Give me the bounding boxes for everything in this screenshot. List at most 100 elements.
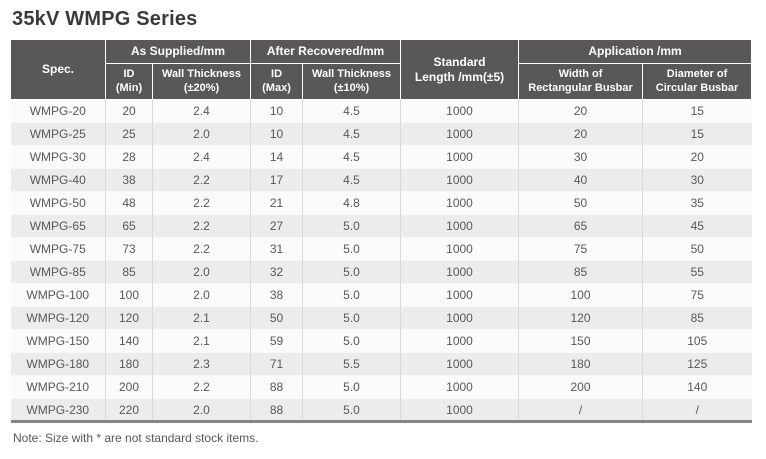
id-min-cell: 73 (105, 237, 153, 261)
header-id-min: ID (Min) (105, 63, 153, 100)
id-max-cell: 10 (250, 99, 304, 123)
id-max-cell: 32 (250, 260, 304, 284)
id-max-cell: 27 (250, 214, 304, 238)
diameter-circular-busbar-cell: 125 (642, 352, 752, 376)
spec-cell: WMPG-25 (10, 122, 106, 146)
diameter-circular-busbar-cell: 15 (642, 122, 752, 146)
standard-length-cell: 1000 (400, 191, 520, 215)
wall-thickness-10-cell: 4.8 (302, 191, 402, 215)
diameter-circular-busbar-cell: 20 (642, 145, 752, 169)
wall-thickness-20-cell: 2.2 (151, 375, 252, 399)
standard-length-cell: 1000 (400, 145, 520, 169)
diameter-circular-busbar-cell: 75 (642, 283, 752, 307)
header-standard-length: Standard Length /mm(±5) (400, 39, 520, 100)
id-max-cell: 10 (250, 122, 304, 146)
wall-thickness-10-cell: 5.0 (302, 329, 402, 353)
standard-length-cell: 1000 (400, 214, 520, 238)
standard-length-cell: 1000 (400, 237, 520, 261)
standard-length-cell: 1000 (400, 329, 520, 353)
table-row: WMPG-75 73 2.2 31 5.0 1000 75 50 (10, 237, 752, 261)
header-width-rectangular-busbar: Width of Rectangular Busbar (518, 63, 644, 100)
width-rectangular-busbar-cell: 20 (518, 99, 644, 123)
header-wall-thickness-10: Wall Thickness (±10%) (302, 63, 402, 100)
table-row: WMPG-25 25 2.0 10 4.5 1000 20 15 (10, 122, 752, 146)
wall-thickness-10-cell: 4.5 (302, 168, 402, 192)
table-row: WMPG-210 200 2.2 88 5.0 1000 200 140 (10, 375, 752, 399)
width-rectangular-busbar-cell: 180 (518, 352, 644, 376)
table-row: WMPG-150 140 2.1 59 5.0 1000 150 105 (10, 329, 752, 353)
width-rectangular-busbar-cell: 200 (518, 375, 644, 399)
id-min-cell: 120 (105, 306, 153, 330)
id-max-cell: 59 (250, 329, 304, 353)
width-rectangular-busbar-cell: 75 (518, 237, 644, 261)
standard-length-cell: 1000 (400, 122, 520, 146)
id-min-cell: 100 (105, 283, 153, 307)
standard-length-cell: 1000 (400, 375, 520, 399)
page-title: 35kV WMPG Series (12, 8, 198, 30)
wall-thickness-20-cell: 2.3 (151, 352, 252, 376)
standard-length-cell: 1000 (400, 398, 520, 422)
spec-cell: WMPG-85 (10, 260, 106, 284)
table-row: WMPG-65 65 2.2 27 5.0 1000 65 45 (10, 214, 752, 238)
standard-length-cell: 1000 (400, 99, 520, 123)
id-max-cell: 88 (250, 398, 304, 422)
diameter-circular-busbar-cell: 140 (642, 375, 752, 399)
table-row: WMPG-20 20 2.4 10 4.5 1000 20 15 (10, 99, 752, 123)
header-diameter-circular-busbar: Diameter of Circular Busbar (642, 63, 753, 100)
id-min-cell: 140 (105, 329, 153, 353)
wall-thickness-20-cell: 2.0 (151, 260, 252, 284)
table-row: WMPG-120 120 2.1 50 5.0 1000 120 85 (10, 306, 752, 330)
id-max-cell: 50 (250, 306, 304, 330)
id-max-cell: 21 (250, 191, 304, 215)
table-row: WMPG-230 220 2.0 88 5.0 1000// (10, 398, 752, 422)
id-min-cell: 38 (105, 168, 153, 192)
wall-thickness-20-cell: 2.1 (151, 329, 252, 353)
diameter-circular-busbar-cell: 30 (642, 168, 752, 192)
wall-thickness-20-cell: 2.2 (151, 214, 252, 238)
table-row: WMPG-100 100 2.0 38 5.0 1000 100 75 (10, 283, 752, 307)
wall-thickness-10-cell: 5.0 (302, 260, 402, 284)
id-min-cell: 25 (105, 122, 153, 146)
id-min-cell: 28 (105, 145, 153, 169)
width-rectangular-busbar-cell: / (518, 398, 644, 422)
spec-cell: WMPG-210 (10, 375, 106, 399)
diameter-circular-busbar-cell: / (642, 398, 752, 422)
header-as-supplied: As Supplied/mm (104, 39, 252, 64)
width-rectangular-busbar-cell: 150 (518, 329, 644, 353)
spec-cell: WMPG-20 (10, 99, 106, 123)
spec-cell: WMPG-150 (10, 329, 106, 353)
wall-thickness-20-cell: 2.2 (151, 191, 252, 215)
spec-cell: WMPG-65 (10, 214, 106, 238)
table-row: WMPG-30 28 2.4 14 4.5 1000 30 20 (10, 145, 752, 169)
diameter-circular-busbar-cell: 85 (642, 306, 752, 330)
wall-thickness-20-cell: 2.4 (151, 99, 252, 123)
id-max-cell: 31 (250, 237, 304, 261)
standard-length-cell: 1000 (400, 168, 520, 192)
standard-length-cell: 1000 (400, 260, 520, 284)
id-min-cell: 48 (105, 191, 153, 215)
header-spec: Spec. (10, 39, 106, 100)
id-min-cell: 180 (105, 352, 153, 376)
width-rectangular-busbar-cell: 20 (518, 122, 644, 146)
standard-length-cell: 1000 (400, 352, 520, 376)
wall-thickness-20-cell: 2.4 (151, 145, 252, 169)
width-rectangular-busbar-cell: 30 (518, 145, 644, 169)
wmpg-series-table: Spec. As Supplied/mm After Recovered/mm … (10, 39, 753, 423)
header-id-max: ID (Max) (250, 63, 304, 100)
id-max-cell: 88 (250, 375, 304, 399)
width-rectangular-busbar-cell: 85 (518, 260, 644, 284)
footnote: Note: Size with * are not standard stock… (13, 431, 259, 445)
id-max-cell: 17 (250, 168, 304, 192)
id-max-cell: 38 (250, 283, 304, 307)
wall-thickness-10-cell: 5.0 (302, 214, 402, 238)
header-wall-thickness-20: Wall Thickness (±20%) (151, 63, 252, 100)
diameter-circular-busbar-cell: 15 (642, 99, 752, 123)
spec-cell: WMPG-30 (10, 145, 106, 169)
diameter-circular-busbar-cell: 45 (642, 214, 752, 238)
wall-thickness-10-cell: 4.5 (302, 99, 402, 123)
wall-thickness-20-cell: 2.2 (151, 237, 252, 261)
spec-cell: WMPG-100 (10, 283, 106, 307)
id-min-cell: 85 (105, 260, 153, 284)
width-rectangular-busbar-cell: 100 (518, 283, 644, 307)
standard-length-cell: 1000 (400, 306, 520, 330)
